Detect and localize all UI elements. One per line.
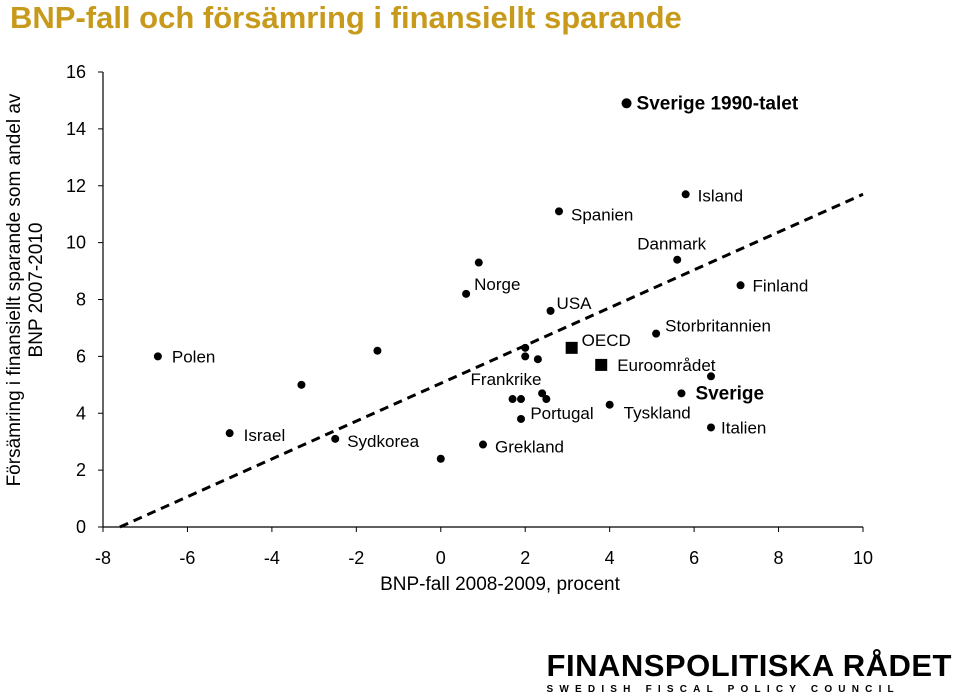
y-tick-label: 10 [66,233,86,253]
data-point [331,434,340,443]
x-tick-label: -4 [264,548,280,568]
data-point-label: Israel [244,426,286,445]
axes [102,72,863,528]
data-point-label: Island [698,186,743,205]
brand-name: FINANSPOLITISKA RÅDET [546,648,952,683]
y-tick-label: 4 [76,403,86,423]
brand-logo: FINANSPOLITISKA RÅDET SWEDISH FISCAL POL… [546,648,952,696]
y-tick-label: 12 [66,176,86,196]
data-point [555,207,563,216]
x-tick-label: 6 [689,548,699,568]
chart-title: BNP-fall och försämring i finansiellt sp… [10,0,682,35]
y-tick-label: 16 [66,62,86,82]
y-axis-label-line-2: BNP 2007-2010 [26,223,47,358]
data-point-label: Tyskland [624,404,691,423]
aggregate-point [595,358,608,371]
data-point-label: Portugal [530,404,593,423]
data-point [681,190,690,199]
data-point [521,352,530,361]
data-point-label: Polen [172,347,215,366]
point-labels-group: Polen Israel Sydkorea Norge Grekland Frankrik… [172,93,808,456]
aggregate-label: OECD [582,331,631,350]
data-point-label: Sverige 1990-talet [637,93,799,114]
trendline [119,192,864,529]
data-point-label: USA [557,294,593,313]
trendline-group [119,192,864,529]
data-point-label: Spanien [571,205,633,224]
data-point [538,389,547,398]
data-point [508,395,517,404]
aggregate-point [565,341,578,354]
data-point [546,306,555,315]
y-tick-label: 8 [76,290,86,310]
data-point [436,454,445,463]
data-point [373,346,382,355]
data-point-label: Danmark [637,235,706,254]
data-point-label: Sverige [695,383,764,404]
y-tick-label: 6 [76,346,86,366]
data-point [707,423,715,432]
x-tick-label: 4 [605,548,615,568]
data-point [605,400,614,409]
aggregate-label: Euroområdet [617,356,716,375]
x-tick-label: 0 [436,548,446,568]
data-point [479,440,487,449]
ticks: 0 2 4 6 8 10 12 14 16 -8 -6 -4 -2 0 2 4 6 8 10 [66,62,873,568]
data-point [521,343,530,352]
data-point [621,98,632,109]
brand-subtitle: SWEDISH FISCAL POLICY COUNCIL [546,684,900,695]
data-point-label: Storbritannien [665,317,771,336]
y-tick-label: 0 [76,517,86,537]
data-point [297,380,306,389]
data-point-label: Sydkorea [347,432,419,451]
data-point [474,258,483,267]
x-tick-label: 2 [520,548,530,568]
data-point [225,429,234,438]
y-tick-label: 14 [66,119,86,139]
data-point-label: Grekland [495,438,564,457]
data-point-label: Italien [721,418,766,437]
data-point [153,352,162,361]
data-point-label: Finland [753,276,809,295]
data-point [652,329,661,338]
x-tick-label: 8 [774,548,784,568]
data-point [533,355,542,364]
x-axis-label: BNP-fall 2008-2009, procent [380,574,620,595]
x-tick-label: -8 [95,548,111,568]
data-point [542,395,551,404]
data-point-label: Norge [474,275,520,294]
points-group [153,98,745,463]
data-point [677,389,686,398]
data-point [517,395,525,404]
data-point [707,372,715,381]
x-tick-label: -6 [179,548,195,568]
x-tick-label: 10 [853,548,873,568]
data-point-label: Frankrike [471,370,542,389]
data-point [736,281,745,290]
data-point [673,255,682,264]
data-point [462,289,471,298]
x-tick-label: -2 [348,548,364,568]
y-tick-label: 2 [76,460,86,480]
data-point [517,414,525,423]
y-axis-label-line-1: Försämring i finansiellt sparande som an… [4,93,25,486]
